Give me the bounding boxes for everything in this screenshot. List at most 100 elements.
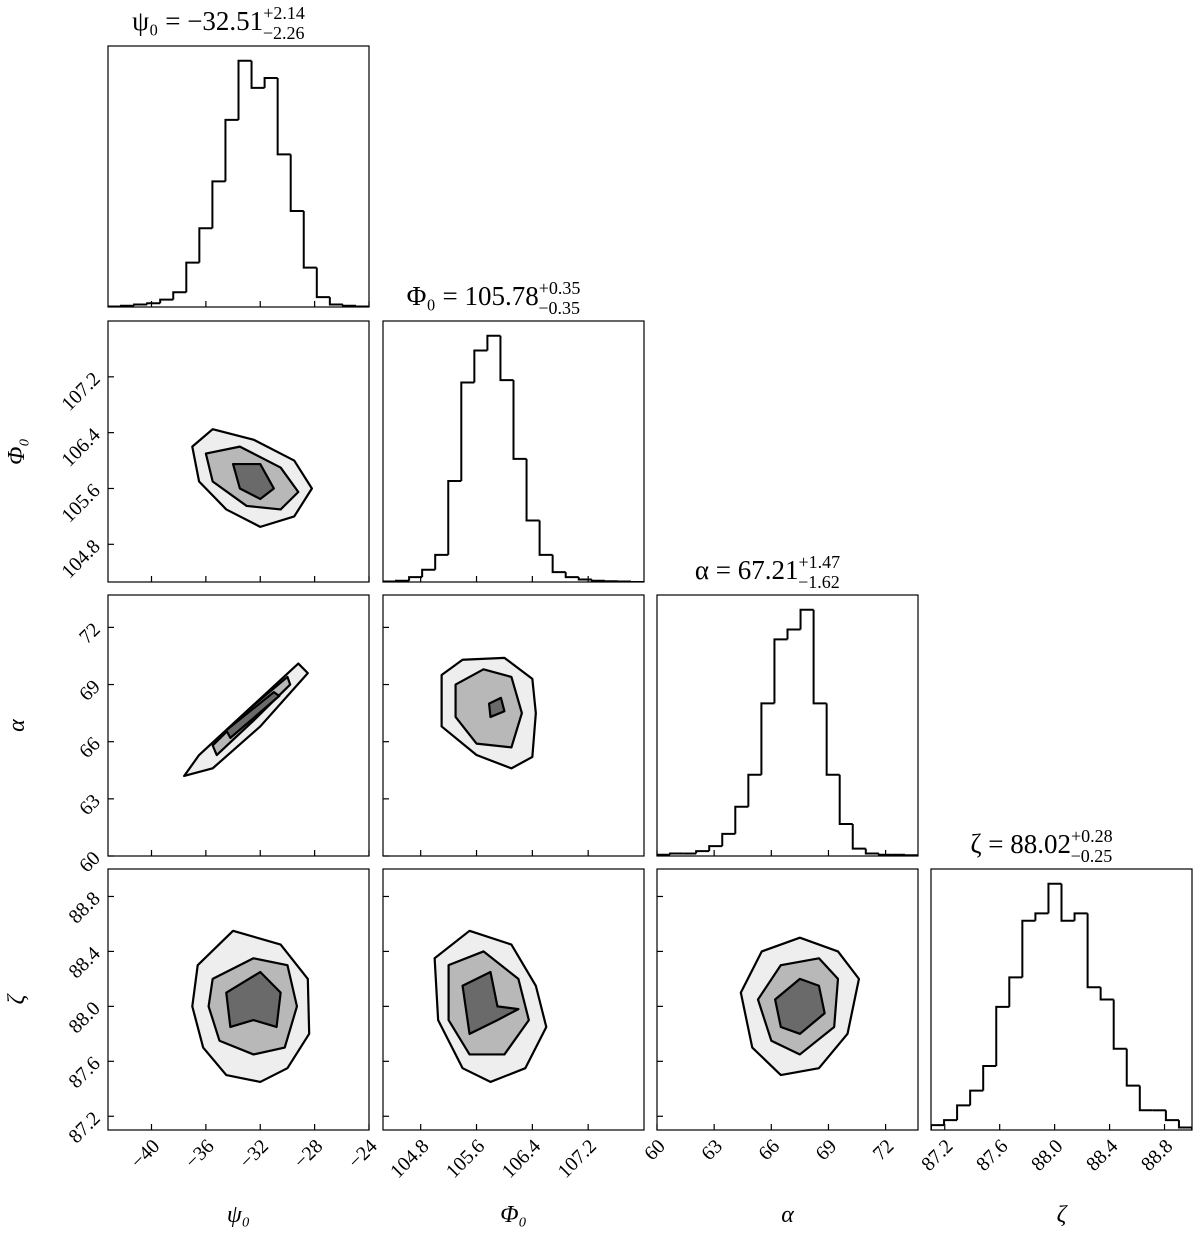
histogram-step — [851, 823, 866, 850]
histogram-step — [1099, 987, 1114, 1001]
x-tick-label: −32 — [235, 1135, 273, 1173]
x-tick-label: 88.0 — [1027, 1135, 1067, 1175]
histogram-step — [1034, 912, 1049, 921]
histogram-step — [250, 60, 265, 89]
histogram-step — [969, 1089, 984, 1106]
title-lower: −2.26 — [263, 23, 305, 43]
histogram-step — [460, 381, 475, 482]
panel-content — [191, 929, 311, 1084]
histogram-step — [812, 609, 827, 705]
histogram-step — [172, 291, 187, 300]
panel-title: α = 67.21+1.47 −1.62 — [695, 552, 840, 592]
title-main: ψ₀ = −32.51 — [132, 6, 263, 36]
title-main: Φ₀ = 105.78 — [407, 281, 539, 311]
histogram-step — [421, 568, 436, 578]
title-lower: −0.35 — [538, 298, 580, 318]
y-tick-label: 69 — [75, 676, 105, 706]
y-tick-label: 104.8 — [57, 536, 104, 583]
histogram-step — [224, 118, 239, 182]
histogram-step — [943, 1119, 958, 1126]
histogram-step — [708, 845, 723, 852]
y-axis-label: α — [4, 719, 30, 732]
histogram-step — [669, 852, 684, 855]
title-main: ζ = 88.02 — [970, 829, 1071, 859]
panel-frame — [107, 868, 370, 1131]
histogram-step — [486, 334, 501, 351]
title-upper: +0.35 — [539, 278, 581, 298]
histogram-step — [747, 773, 762, 807]
histogram-panel: Φ₀ = 105.78+0.35 −0.35 — [382, 278, 645, 583]
histogram-step — [434, 553, 449, 570]
panel-content — [383, 334, 644, 582]
x-axis-label: α — [781, 1202, 794, 1228]
histogram-step — [903, 854, 918, 856]
panel-frame — [107, 320, 370, 583]
histogram-step — [120, 304, 135, 307]
histogram-step — [1164, 1110, 1179, 1122]
histogram-step — [1177, 1120, 1192, 1130]
panel-frame — [382, 320, 645, 583]
y-tick-label: 107.2 — [57, 368, 104, 415]
histogram-step — [721, 832, 736, 847]
density-panel: 87.2 87.6 88.0 88.4 88.8 −40 −36 −32 −28 −24 — [64, 868, 382, 1173]
panel-frame — [107, 594, 370, 857]
histogram-step — [538, 520, 553, 556]
density-panel: 60 63 66 69 72 — [640, 868, 919, 1165]
histogram-step — [276, 78, 291, 156]
histogram-step — [577, 577, 592, 581]
x-tick-label: 88.4 — [1082, 1135, 1122, 1175]
histogram-step — [1047, 882, 1062, 914]
histogram-step — [408, 576, 423, 581]
title-main: α = 67.21 — [695, 555, 799, 585]
histogram-step — [1073, 912, 1088, 921]
contour — [225, 970, 282, 1029]
histogram-step — [734, 805, 749, 834]
x-tick-label: 107.2 — [554, 1135, 601, 1182]
y-tick-label: 66 — [75, 733, 105, 763]
x-tick-label: 72 — [869, 1135, 899, 1165]
histogram-step — [825, 703, 840, 776]
histogram-step — [773, 638, 788, 704]
histogram-step — [695, 850, 710, 854]
histogram-step — [551, 554, 566, 574]
histogram-step — [877, 853, 892, 856]
x-tick-label: 60 — [640, 1135, 670, 1165]
density-panel — [382, 594, 645, 857]
histogram-step — [328, 297, 343, 306]
panel-frame — [107, 45, 370, 308]
histogram-step — [1086, 913, 1101, 989]
histogram-panel: ζ = 88.02+0.28 −0.25 87.2 87.6 88.0 88.4 88.8 — [917, 826, 1193, 1176]
y-tick-label: 87.2 — [64, 1107, 104, 1147]
x-tick-label: −40 — [127, 1135, 165, 1173]
y-tick-label: 87.6 — [64, 1053, 104, 1093]
histogram-step — [760, 702, 775, 775]
histogram-step — [1060, 883, 1075, 922]
panel-content — [183, 662, 309, 778]
title-lower: −1.62 — [798, 572, 840, 592]
y-axis-label: ζ — [4, 992, 30, 1004]
x-tick-label: 63 — [697, 1135, 727, 1165]
panel-frame — [656, 594, 919, 857]
y-tick-label: 60 — [75, 847, 105, 877]
histogram-step — [931, 1124, 945, 1130]
panel-title: Φ₀ = 105.78+0.35 −0.35 — [407, 278, 581, 318]
y-tick-label: 88.4 — [64, 943, 104, 983]
histogram-step — [995, 1005, 1010, 1066]
histogram-step — [211, 180, 226, 229]
histogram-step — [473, 349, 488, 383]
x-tick-label: 104.8 — [386, 1135, 433, 1182]
histogram-step — [447, 480, 462, 555]
panel-content — [191, 428, 314, 528]
histogram-step — [1008, 976, 1023, 1007]
histogram-step — [864, 848, 879, 855]
panel-frame — [382, 868, 645, 1131]
density-panel: 60 63 66 69 72 — [75, 594, 370, 877]
panel-content — [739, 936, 861, 1077]
histogram-step — [564, 572, 579, 579]
histogram-step — [302, 210, 317, 269]
panel-content — [931, 882, 1192, 1130]
histogram-step — [657, 853, 671, 856]
x-tick-label: −36 — [181, 1135, 219, 1173]
histogram-panel: α = 67.21+1.47 −1.62 — [656, 552, 919, 857]
